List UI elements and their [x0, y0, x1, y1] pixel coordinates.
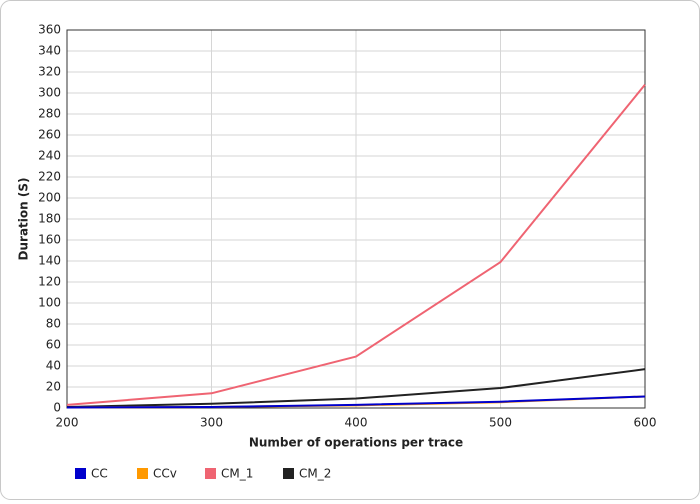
- x-tick-label: 400: [345, 416, 368, 430]
- x-tick-label: 500: [489, 416, 512, 430]
- y-tick-label: 240: [38, 149, 61, 163]
- y-tick-label: 220: [38, 170, 61, 184]
- y-tick-label: 320: [38, 65, 61, 79]
- x-tick-label: 300: [200, 416, 223, 430]
- y-tick-label: 40: [46, 359, 61, 373]
- y-tick-label: 300: [38, 86, 61, 100]
- y-tick-label: 100: [38, 296, 61, 310]
- y-tick-label: 260: [38, 128, 61, 142]
- legend-swatch: [75, 468, 86, 479]
- y-tick-label: 60: [46, 338, 61, 352]
- legend-label: CCv: [153, 467, 177, 481]
- series-line: [66, 395, 646, 409]
- y-tick-label: 180: [38, 212, 61, 226]
- legend-swatch: [137, 468, 148, 479]
- y-tick-label: 340: [38, 44, 61, 58]
- y-tick-label: 280: [38, 107, 61, 121]
- legend-label: CC: [91, 467, 108, 481]
- y-axis-label: Duration (S): [17, 178, 31, 261]
- series-line: [66, 83, 646, 406]
- y-tick-label: 120: [38, 275, 61, 289]
- legend-label: CM_2: [299, 467, 331, 481]
- legend-label: CM_1: [221, 467, 253, 481]
- legend-swatch: [205, 468, 216, 479]
- x-tick-label: 200: [56, 416, 79, 430]
- x-tick-label: 600: [634, 416, 657, 430]
- series-line: [66, 368, 646, 408]
- y-tick-label: 80: [46, 317, 61, 331]
- y-tick-label: 160: [38, 233, 61, 247]
- y-tick-label: 200: [38, 191, 61, 205]
- y-tick-label: 360: [38, 23, 61, 37]
- y-tick-label: 20: [46, 380, 61, 394]
- x-axis-label: Number of operations per trace: [249, 436, 463, 450]
- legend-swatch: [283, 468, 294, 479]
- y-tick-label: 140: [38, 254, 61, 268]
- y-tick-label: 0: [53, 401, 61, 415]
- plot-border: [66, 29, 646, 409]
